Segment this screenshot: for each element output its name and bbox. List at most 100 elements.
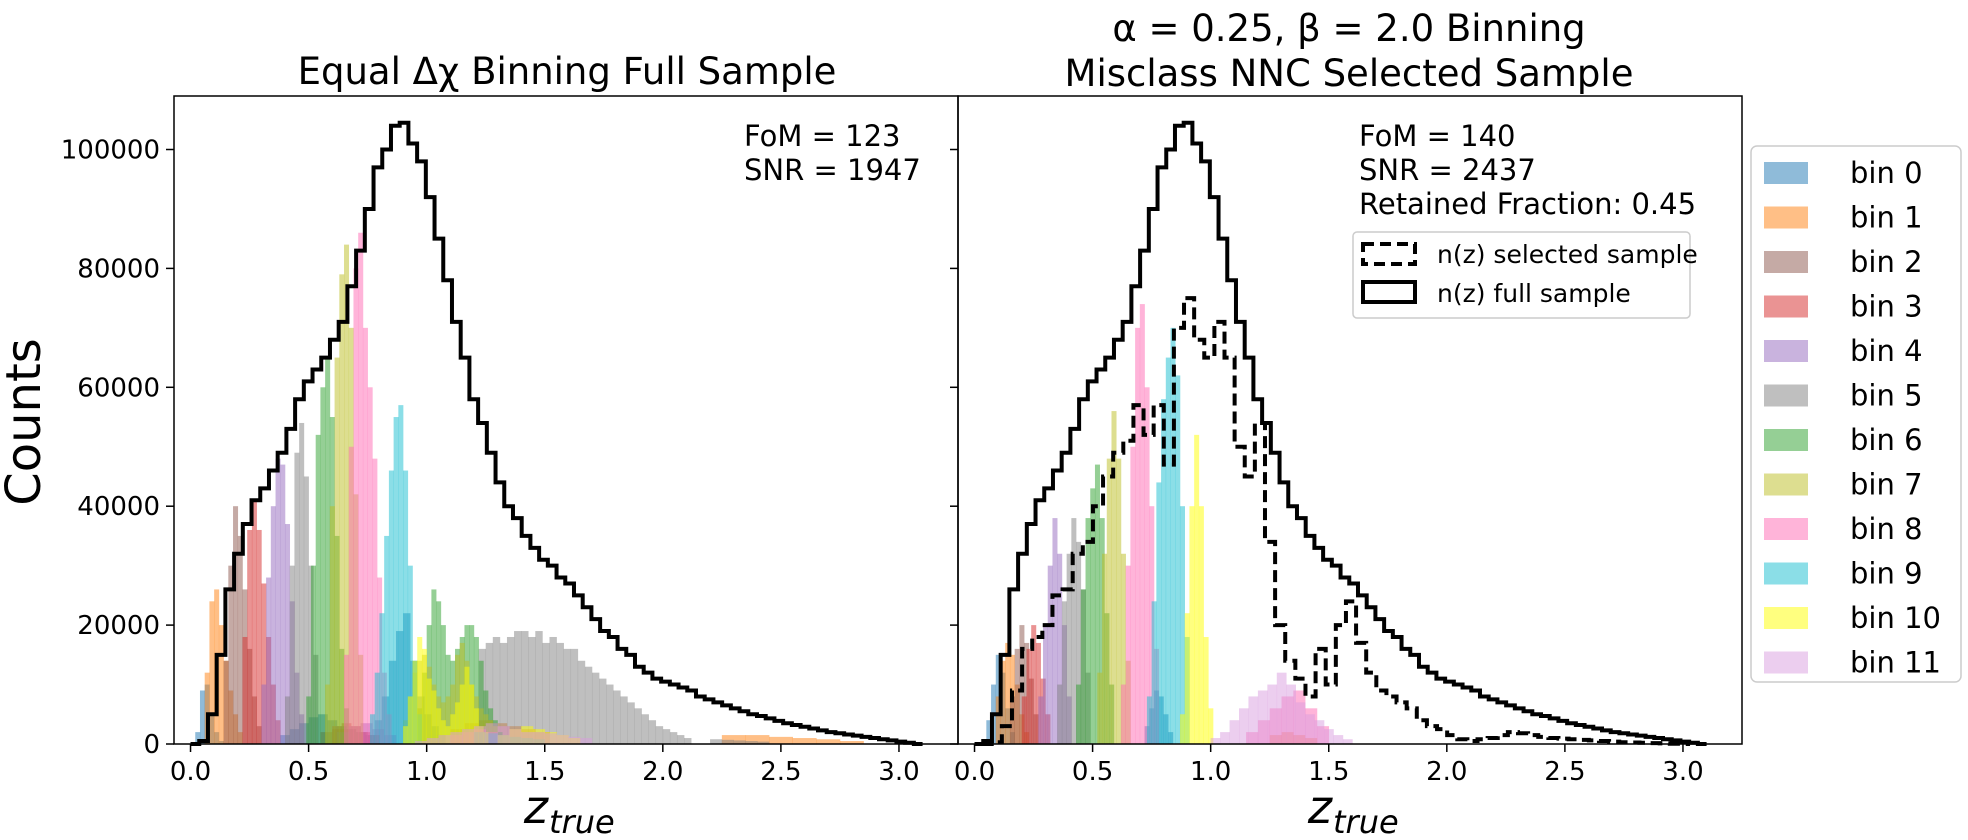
panel0-bin5-bar <box>492 636 501 744</box>
panel0-xtick-label: 2.0 <box>642 757 683 787</box>
panel0-bin10-bar <box>417 636 423 744</box>
panel1-bin7-bar <box>1116 458 1122 744</box>
panel0-bin5-bar <box>591 672 600 744</box>
panel1-bin8-bar <box>1139 304 1145 744</box>
panel1-bin9-bar <box>1179 506 1185 744</box>
panel0-bin10-bar <box>403 726 409 744</box>
ytick-label: 40000 <box>77 492 160 522</box>
panel0-bin5-bar <box>528 636 536 744</box>
right-x-axis-label: z true <box>1307 780 1399 840</box>
bin-legend-swatch-7 <box>1764 473 1808 496</box>
bin-legend-swatch-0 <box>1764 162 1808 184</box>
bin-legend-label-4: bin 4 <box>1850 334 1923 368</box>
panel0-bin10-bar <box>407 696 413 744</box>
panel0-bin4-bar <box>275 458 281 744</box>
panel1-bin11-bar <box>1276 672 1287 744</box>
panel0-bin1-bar <box>209 601 215 744</box>
panel1-bin4-bar <box>1057 553 1063 744</box>
nz-full-label: n(z) full sample <box>1437 279 1631 308</box>
ytick-label: 80000 <box>77 254 160 284</box>
panel0-bin5-bar <box>584 666 593 744</box>
panel0-bin10-bar <box>436 708 442 744</box>
bin-legend-swatch-4 <box>1764 340 1808 362</box>
right-chart-title-line2: Misclass NNC Selected Sample <box>1065 52 1634 95</box>
panel0-bin5-bar <box>542 642 550 744</box>
panel1-bin10-bar <box>1194 434 1200 744</box>
panel0-bin11-bar <box>462 729 475 744</box>
panel0-bin1-bar <box>745 735 770 744</box>
panel1-bin5-bar <box>1071 518 1077 744</box>
panel0-bin6-bar <box>306 696 312 744</box>
panel1-bin5-bar <box>1057 684 1063 744</box>
panel0-bin9-bar <box>398 405 404 744</box>
panel0-bin5-bar <box>514 631 522 744</box>
bin-legend-label-10: bin 10 <box>1850 601 1941 635</box>
panel1-xtick-label: 0.5 <box>1072 757 1113 787</box>
panel0-bin5-bar <box>669 732 678 744</box>
panel0-bin5-bar <box>535 631 543 744</box>
panel1-bin10-bar <box>1198 506 1204 744</box>
panel0-bin5-bar <box>676 735 685 744</box>
panel0-bin5-bar <box>710 739 723 744</box>
bin-legend-label-2: bin 2 <box>1850 245 1923 279</box>
left-chart-title: Equal Δχ Binning Full Sample <box>298 50 837 93</box>
panel1-bin4-bar <box>1047 565 1053 744</box>
panel1-bin10-bar <box>1208 708 1214 744</box>
bin-legend-label-5: bin 5 <box>1850 379 1923 413</box>
panel1-bin7-bar <box>1111 411 1117 744</box>
panel0-bin9-bar <box>393 417 399 744</box>
panel0-xtick-label: 1.0 <box>406 757 447 787</box>
panel1-bin11-bar <box>1314 720 1325 744</box>
panel0-bin8-bar <box>362 327 368 744</box>
panel0-bin5-bar <box>662 729 671 744</box>
panel0-bin5-bar <box>303 476 309 744</box>
bin-legend-swatch-1 <box>1764 206 1808 229</box>
panel0-bin5-bar <box>620 696 628 744</box>
panel0-bin10-bar <box>450 714 456 744</box>
panel1-xtick-label: 2.5 <box>1544 757 1585 787</box>
panel1-bin4-bar <box>1052 518 1058 744</box>
panel0-bin3-bar <box>251 500 257 744</box>
panel1-bin1-bar <box>1005 642 1011 744</box>
panel1-nz-selected-line <box>981 296 1691 746</box>
panel0-bin7-bar <box>329 506 335 744</box>
panel0-bin7-bar <box>455 654 461 744</box>
panel0-bin5-bar <box>506 636 515 744</box>
panel0-bin2-bar <box>233 506 239 744</box>
panel0-bin11-bar <box>438 735 451 744</box>
panel0-bin5-bar <box>549 636 557 744</box>
panel0-bin10-bar <box>440 720 446 744</box>
panel0-bin11-bar <box>450 732 463 744</box>
panel0-bin5-bar <box>299 422 305 744</box>
panel1-bin10-bar <box>1184 613 1190 744</box>
panel1-bin11-bar <box>1248 696 1259 744</box>
panel0-bin7-bar <box>325 684 331 744</box>
panel0-bin6-bar <box>469 625 475 744</box>
panel0-bin5-bar <box>599 678 607 744</box>
right-chart-title-line1: α = 0.25, β = 2.0 Binning <box>1112 7 1585 50</box>
panel0-xtick-label: 3.0 <box>878 757 919 787</box>
ytick-label: 0 <box>143 730 160 760</box>
panel1-bin3-bar <box>1026 648 1032 744</box>
panel0-bin5-bar <box>577 660 586 744</box>
panel0-bin6-bar <box>473 636 479 744</box>
ytick-label: 100000 <box>61 136 160 166</box>
bin-legend-swatch-5 <box>1764 384 1808 407</box>
panel0-bin10-bar <box>469 684 475 744</box>
bin-legend-swatch-3 <box>1764 295 1808 318</box>
panel0-bin5-bar <box>499 642 508 744</box>
panel0-bin5-bar <box>733 740 746 744</box>
panel1-bin9-bar <box>1161 399 1167 744</box>
panel1-bin3-bar <box>1031 625 1037 744</box>
panel0-bin10-bar <box>459 684 465 744</box>
panel1-bin9-bar <box>1170 327 1176 744</box>
panel0-bin3-bar <box>261 583 267 744</box>
panel0-bin5-bar <box>721 739 734 744</box>
panel1-bin8-bar <box>1120 684 1126 744</box>
panel0-bin5-bar <box>556 642 564 744</box>
right-fom-annotation: FoM = 140 <box>1359 119 1516 153</box>
panel0-bin7-bar <box>445 696 451 744</box>
panel0-bin11-bar <box>426 738 439 744</box>
nz-legend: n(z) selected sample n(z) full sample <box>1352 231 1698 319</box>
